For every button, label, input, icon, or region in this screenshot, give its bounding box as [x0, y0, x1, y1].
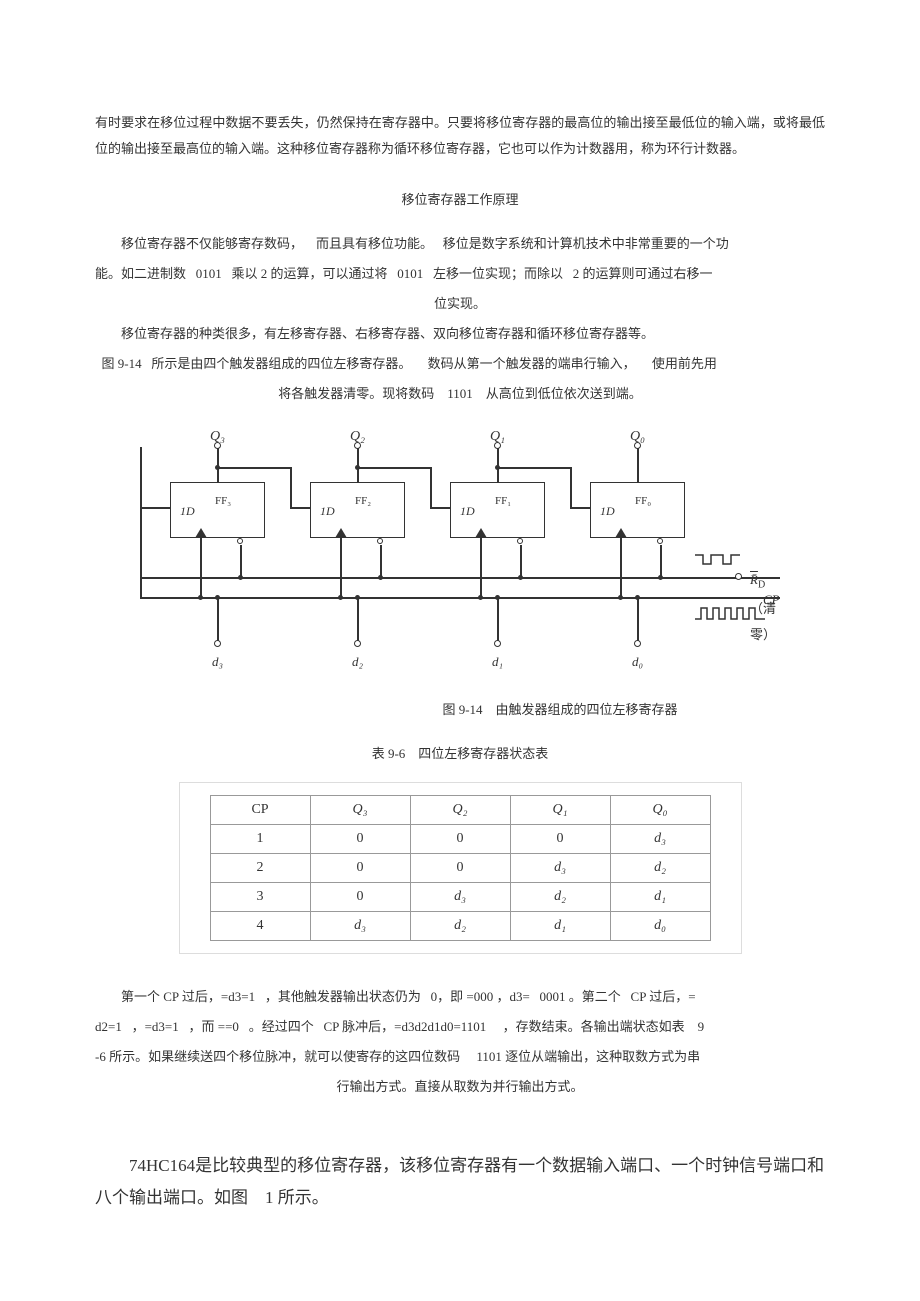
- td: 3: [210, 883, 310, 912]
- text: 1101: [447, 386, 473, 401]
- 1d-label: 1D: [600, 504, 615, 518]
- text: 9: [698, 1019, 705, 1034]
- td: 2: [210, 854, 310, 883]
- shift-register-diagram: 1D 1D 1D 1D FF₃ FF₂ FF₁ FF₀ Q₃ Q₂ Q₁ Q₀: [95, 437, 825, 667]
- r-label: R̄: [750, 572, 758, 587]
- td: d₃: [510, 854, 610, 883]
- td: d₂: [410, 912, 510, 941]
- text: -6 所示。如果继续送四个移位脉冲，就可以使寄存的这四位数码: [95, 1049, 460, 1064]
- paragraph-6: 将各触发器清零。现将数码 1101 从高位到低位依次送到端。: [95, 381, 825, 407]
- text: 将各触发器清零。现将数码: [278, 386, 434, 401]
- text: 所示是由四个触发器组成的四位左移寄存器。: [151, 356, 411, 371]
- text: CP 脉冲后，=d3d2d1d0=1101: [323, 1019, 486, 1034]
- text: ，其他触发器输出状态仍为: [265, 989, 421, 1004]
- 1d-label: 1D: [180, 504, 195, 518]
- paragraph-2: 移位寄存器不仅能够寄存数码， 而且具有移位功能。 移位是数字系统和计算机技术中非…: [95, 231, 825, 257]
- td: d₃: [310, 912, 410, 941]
- paragraph-74hc164: 74HC164是比较典型的移位寄存器，该移位寄存器有一个数据输入端口、一个时钟信…: [95, 1150, 825, 1215]
- td: d₂: [510, 883, 610, 912]
- td: 0: [310, 854, 410, 883]
- td: 0: [410, 854, 510, 883]
- q-label: Q₃: [210, 423, 225, 451]
- paragraph-9: -6 所示。如果继续送四个移位脉冲，就可以使寄存的这四位数码 1101 逐位从端…: [95, 1044, 825, 1070]
- table-caption: 表 9-6 四位左移寄存器状态表: [95, 741, 825, 767]
- d-label: d₃: [212, 649, 223, 675]
- text: 2 的运算则可通过右移一: [573, 266, 713, 281]
- q-label: Q₁: [490, 423, 505, 451]
- q-label: Q₂: [350, 423, 365, 451]
- td: d₃: [610, 825, 710, 854]
- reset-waveform-icon: [695, 552, 740, 570]
- text: 0101: [196, 266, 222, 281]
- section-title: 移位寄存器工作原理: [95, 187, 825, 213]
- ff-label: FF₁: [495, 490, 511, 512]
- text: 1101 逐位从端输出，这种取数方式为串: [476, 1049, 700, 1064]
- paragraph-4: 移位寄存器的种类很多，有左移寄存器、右移寄存器、双向移位寄存器和循环移位寄存器等…: [95, 321, 825, 347]
- text: 乘以 2 的运算，可以通过将: [232, 266, 388, 281]
- th: Q₃: [310, 796, 410, 825]
- text: 移位是数字系统和计算机技术中非常重要的一个功: [443, 236, 729, 251]
- text: 。经过四个: [249, 1019, 314, 1034]
- text: 0001 。第二个: [540, 989, 621, 1004]
- 1d-label: 1D: [460, 504, 475, 518]
- td: 4: [210, 912, 310, 941]
- text: 移位寄存器不仅能够寄存数码，: [121, 236, 303, 251]
- text: ，而 ==0: [189, 1019, 239, 1034]
- text: 第一个 CP 过后，=d3=1: [121, 989, 255, 1004]
- text: 而且具有移位功能。: [316, 236, 433, 251]
- th: CP: [210, 796, 310, 825]
- text: ，=d3=1: [132, 1019, 179, 1034]
- th: Q₁: [510, 796, 610, 825]
- paragraph-3-end: 位实现。: [95, 291, 825, 317]
- td: 0: [410, 825, 510, 854]
- q-label: Q₀: [630, 423, 645, 451]
- td: d₃: [410, 883, 510, 912]
- cp-label: CP: [763, 587, 780, 613]
- td: d₀: [610, 912, 710, 941]
- ff-label: FF₀: [635, 490, 651, 512]
- text: 0，即 =000 ，d3=: [431, 989, 530, 1004]
- d-label: d₂: [352, 649, 363, 675]
- text: d2=1: [95, 1019, 122, 1034]
- text: 能。如二进制数: [95, 266, 186, 281]
- td: 0: [510, 825, 610, 854]
- td: d₂: [610, 854, 710, 883]
- paragraph-7: 第一个 CP 过后，=d3=1 ，其他触发器输出状态仍为 0，即 =000 ，d…: [95, 984, 825, 1010]
- td: 0: [310, 883, 410, 912]
- d-label: d₀: [632, 649, 643, 675]
- clock-waveform-icon: [695, 605, 765, 623]
- text: 左移一位实现；而除以: [433, 266, 563, 281]
- d-label: d₁: [492, 649, 503, 675]
- text: 使用前先用: [652, 356, 717, 371]
- paragraph-10: 行输出方式。直接从取数为并行输出方式。: [95, 1074, 825, 1100]
- text: ，存数结束。各输出端状态如表: [503, 1019, 685, 1034]
- figure-caption: 图 9-14 由触发器组成的四位左移寄存器: [95, 697, 825, 723]
- paragraph-5: 图 9-14 所示是由四个触发器组成的四位左移寄存器。 数码从第一个触发器的端串…: [95, 351, 825, 377]
- text: 0101: [397, 266, 423, 281]
- td: d₁: [510, 912, 610, 941]
- td: 1: [210, 825, 310, 854]
- th: Q₀: [610, 796, 710, 825]
- text: 数码从第一个触发器的端串行输入，: [428, 356, 636, 371]
- th: Q₂: [410, 796, 510, 825]
- td: 0: [310, 825, 410, 854]
- text: 图 9-14: [102, 356, 142, 371]
- paragraph-3: 能。如二进制数 0101 乘以 2 的运算，可以通过将 0101 左移一位实现；…: [95, 261, 825, 287]
- state-table: CP Q₃ Q₂ Q₁ Q₀ 1 0 0 0 d₃ 2 0 0 d₃ d₂: [95, 782, 825, 954]
- ff-label: FF₃: [215, 490, 231, 512]
- text: CP 过后，=: [631, 989, 696, 1004]
- paragraph-intro: 有时要求在移位过程中数据不要丢失，仍然保持在寄存器中。只要将移位寄存器的最高位的…: [95, 110, 825, 162]
- 1d-label: 1D: [320, 504, 335, 518]
- td: d₁: [610, 883, 710, 912]
- paragraph-8: d2=1 ，=d3=1 ，而 ==0 。经过四个 CP 脉冲后，=d3d2d1d…: [95, 1014, 825, 1040]
- text: 从高位到低位依次送到端。: [486, 386, 642, 401]
- ff-label: FF₂: [355, 490, 371, 512]
